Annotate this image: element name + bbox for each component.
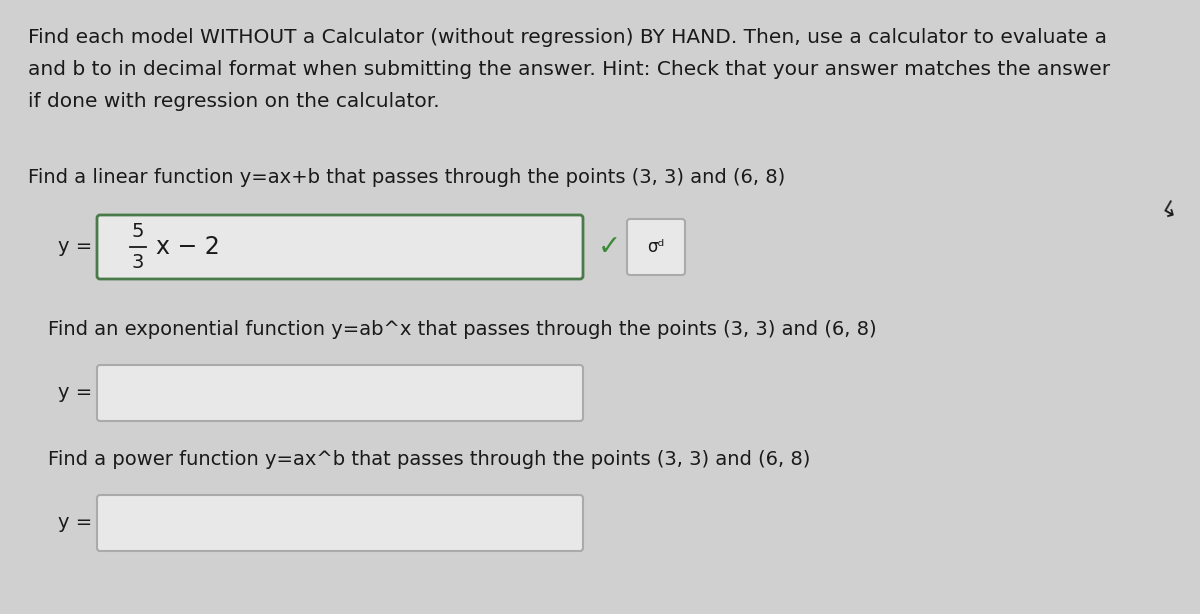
Text: x − 2: x − 2 bbox=[156, 235, 220, 259]
Text: Find a power function y=ax^b that passes through the points (3, 3) and (6, 8): Find a power function y=ax^b that passes… bbox=[48, 450, 810, 469]
Text: Find an exponential function y=ab^x that passes through the points (3, 3) and (6: Find an exponential function y=ab^x that… bbox=[48, 320, 877, 339]
FancyBboxPatch shape bbox=[97, 495, 583, 551]
Text: and b to in decimal format when submitting the answer. Hint: Check that your ans: and b to in decimal format when submitti… bbox=[28, 60, 1110, 79]
Text: if done with regression on the calculator.: if done with regression on the calculato… bbox=[28, 92, 439, 111]
Text: y =: y = bbox=[58, 238, 92, 257]
FancyBboxPatch shape bbox=[97, 215, 583, 279]
Text: σᵈ: σᵈ bbox=[647, 238, 665, 256]
Text: Find each model WITHOUT a Calculator (without regression) BY HAND. Then, use a c: Find each model WITHOUT a Calculator (wi… bbox=[28, 28, 1108, 47]
Text: ✓: ✓ bbox=[598, 233, 622, 261]
Text: y =: y = bbox=[58, 384, 92, 403]
Text: Find a linear function y=ax+b that passes through the points (3, 3) and (6, 8): Find a linear function y=ax+b that passe… bbox=[28, 168, 785, 187]
Text: 5: 5 bbox=[132, 222, 144, 241]
Text: 3: 3 bbox=[132, 253, 144, 272]
FancyBboxPatch shape bbox=[97, 365, 583, 421]
Text: ↳: ↳ bbox=[1154, 200, 1181, 227]
Text: y =: y = bbox=[58, 513, 92, 532]
FancyBboxPatch shape bbox=[628, 219, 685, 275]
